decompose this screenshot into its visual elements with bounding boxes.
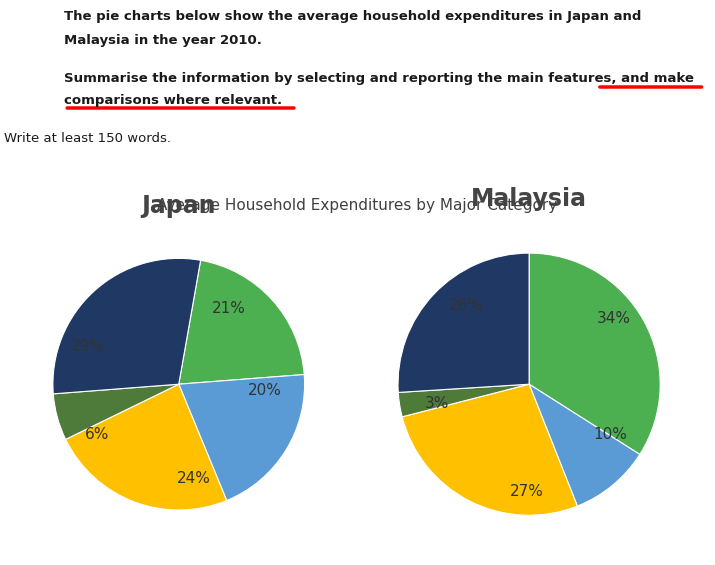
- Text: 34%: 34%: [597, 311, 631, 326]
- Text: 27%: 27%: [510, 484, 543, 499]
- Text: 26%: 26%: [449, 298, 483, 313]
- Text: Malaysia in the year 2010.: Malaysia in the year 2010.: [64, 34, 262, 47]
- Wedge shape: [179, 375, 305, 501]
- Wedge shape: [529, 253, 660, 454]
- Text: The pie charts below show the average household expenditures in Japan and: The pie charts below show the average ho…: [64, 10, 642, 23]
- Text: 6%: 6%: [85, 427, 109, 442]
- Wedge shape: [53, 258, 201, 394]
- Wedge shape: [529, 384, 640, 506]
- Title: Japan: Japan: [142, 194, 216, 218]
- Wedge shape: [398, 384, 529, 417]
- Text: 29%: 29%: [72, 339, 105, 354]
- Text: Average Household Expenditures by Major Category: Average Household Expenditures by Major …: [157, 198, 558, 213]
- Text: 20%: 20%: [247, 383, 281, 398]
- Text: 21%: 21%: [212, 301, 246, 316]
- Wedge shape: [402, 384, 577, 515]
- Text: Write at least 150 words.: Write at least 150 words.: [4, 132, 171, 145]
- Text: 24%: 24%: [177, 471, 211, 486]
- Title: Malaysia: Malaysia: [471, 188, 587, 211]
- Text: 3%: 3%: [425, 397, 450, 411]
- Wedge shape: [54, 384, 179, 440]
- Wedge shape: [66, 384, 227, 510]
- Wedge shape: [398, 253, 529, 393]
- Text: 10%: 10%: [593, 427, 627, 441]
- Wedge shape: [179, 260, 304, 384]
- Text: Summarise the information by selecting and reporting the main features, and make: Summarise the information by selecting a…: [64, 72, 694, 85]
- Text: comparisons where relevant.: comparisons where relevant.: [64, 94, 282, 107]
